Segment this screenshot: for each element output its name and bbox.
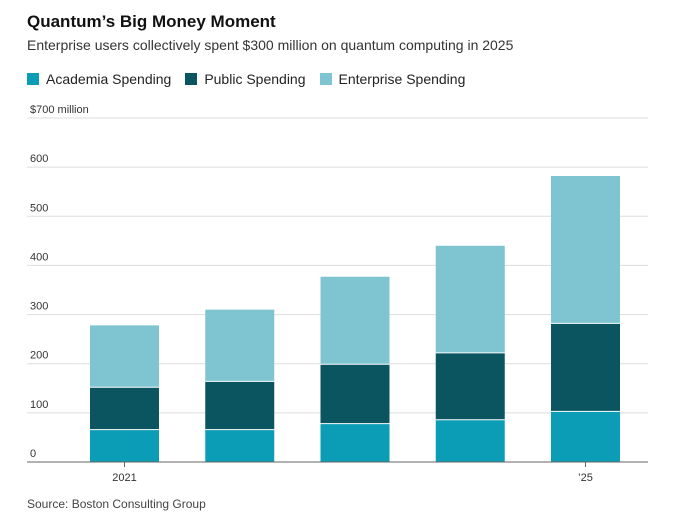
legend: Academia Spending Public Spending Enterp… bbox=[27, 71, 479, 87]
bar-segment-public bbox=[205, 381, 275, 430]
axes: 0 100 200 300 400 500 600 $700 million 2021 ’25 bbox=[27, 104, 648, 484]
bar-segment-academia bbox=[90, 429, 159, 462]
bar-segment-academia bbox=[435, 419, 505, 462]
legend-label-public: Public Spending bbox=[204, 71, 306, 87]
legend-swatch-public bbox=[185, 73, 198, 85]
bar-segment-enterprise bbox=[205, 309, 275, 382]
bars bbox=[90, 175, 620, 462]
source-note: Source: Boston Consulting Group bbox=[27, 497, 206, 511]
legend-label-enterprise: Enterprise Spending bbox=[338, 71, 466, 87]
bar-segment-public bbox=[320, 364, 390, 424]
legend-item-public: Public Spending bbox=[185, 71, 306, 87]
bar-segment-enterprise bbox=[435, 245, 505, 353]
bar-segment-public bbox=[90, 387, 159, 430]
bar-segment-academia bbox=[205, 429, 275, 462]
chart-title: Quantum’s Big Money Moment bbox=[27, 12, 276, 31]
y-tick-label: 100 bbox=[30, 399, 48, 411]
bar-segment-public bbox=[435, 352, 505, 420]
y-tick-label: 200 bbox=[30, 350, 48, 362]
legend-item-academia: Academia Spending bbox=[27, 71, 171, 87]
chart-subtitle: Enterprise users collectively spent $300… bbox=[27, 37, 514, 53]
y-tick-label: 0 bbox=[30, 448, 36, 460]
y-tick-label: 500 bbox=[30, 202, 48, 214]
bar-segment-enterprise bbox=[90, 325, 159, 388]
bar-segment-public bbox=[551, 323, 620, 412]
y-tick-label: $700 million bbox=[30, 104, 89, 116]
legend-label-academia: Academia Spending bbox=[46, 71, 172, 87]
y-tick-label: 600 bbox=[30, 153, 48, 165]
bar-segment-academia bbox=[551, 411, 620, 462]
x-tick-label: ’25 bbox=[578, 472, 593, 484]
y-tick-label: 300 bbox=[30, 301, 48, 313]
x-tick-label: 2021 bbox=[112, 472, 136, 484]
y-tick-label: 400 bbox=[30, 251, 48, 263]
legend-swatch-enterprise bbox=[319, 73, 332, 85]
legend-item-enterprise: Enterprise Spending bbox=[319, 71, 466, 87]
legend-swatch-academia bbox=[27, 73, 39, 85]
bar-segment-academia bbox=[320, 423, 390, 462]
bar-segment-enterprise bbox=[320, 276, 390, 365]
bar-segment-enterprise bbox=[551, 175, 620, 324]
